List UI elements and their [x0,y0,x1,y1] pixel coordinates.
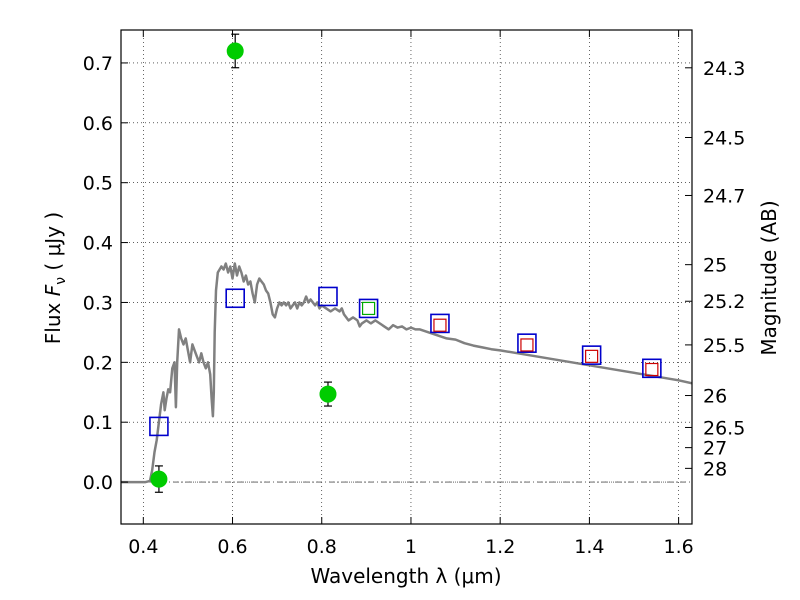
x-tick-label: 1.6 [664,536,694,558]
y-tick-label: 0.4 [83,233,113,255]
observed-point [226,42,244,60]
x-tick-label: 0.4 [128,536,158,558]
inner-photometry-square [585,349,599,363]
y-tick-label: 0.7 [83,53,113,75]
observed-point [319,385,337,403]
y-tick-label: 0.1 [83,412,113,434]
inner-photometry-square [361,301,376,316]
model-sed-curve [121,262,693,484]
x-tick-label: 0.8 [307,536,337,558]
y-tick-label: 0.0 [83,472,113,494]
model-photometry-square [358,298,379,319]
y-tick-label: 0.2 [83,352,113,374]
grid-lines [121,30,692,524]
mag-tick-label: 25.5 [703,335,745,357]
x-tick-label: 0.6 [217,536,247,558]
model-photometry-square [517,333,537,353]
axis-ticks: 0.4 0.6 0.8 1 1.2 1.4 1.6 0.0 0.1 0.2 0.3 0.4 0.5 0.6… [83,30,745,558]
x-tick-label: 1 [405,536,417,558]
model-sed-line [121,262,693,484]
inner-photometry-square [645,362,659,377]
y-tick-label: 0.3 [83,292,113,314]
observed-point [150,470,168,488]
mag-tick-label: 25 [703,255,727,277]
mag-tick-label: 24.7 [703,185,745,207]
model-photometry-square [581,345,602,365]
model-photometry-square [642,358,662,379]
model-photometry-square [225,288,245,309]
mag-tick-label: 26 [703,386,727,408]
inner-photometry-square [433,318,447,332]
mag-tick-label: 28 [703,458,727,480]
data-points [149,33,662,493]
mag-tick-label: 27 [703,438,727,460]
y2-axis-label: Magnitude (AB) [757,200,781,355]
plot-frame [120,29,693,525]
mag-tick-label: 24.5 [703,127,745,149]
model-photometry-square [430,313,450,334]
mag-tick-label: 25.2 [703,291,745,313]
inner-photometry-square [520,338,534,352]
model-photometry-square [149,416,169,437]
model-photometry-square [318,286,338,307]
y-axis-label: Flux Fν ( μJy ) [41,212,69,344]
mag-tick-label: 26.5 [703,417,745,439]
mag-tick-label: 24.3 [703,58,745,80]
y-tick-label: 0.5 [83,173,113,195]
x-tick-label: 1.2 [485,536,515,558]
y-tick-label: 0.6 [83,113,113,135]
x-tick-label: 1.4 [574,536,604,558]
x-axis-label: Wavelength λ (μm) [310,564,501,588]
